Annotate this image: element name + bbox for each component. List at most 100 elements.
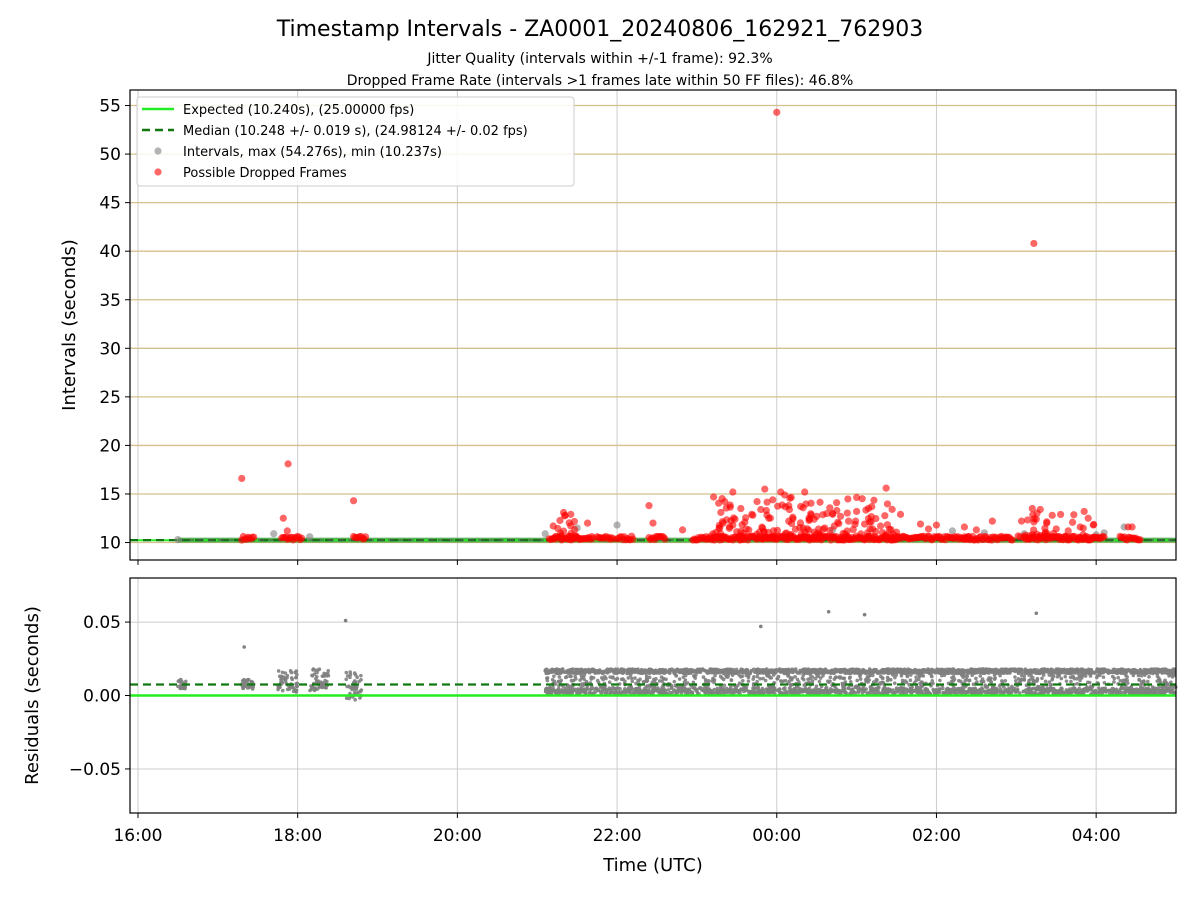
residual-point xyxy=(1110,674,1115,679)
residual-point xyxy=(954,668,959,673)
residual-point xyxy=(913,688,918,693)
residual-point xyxy=(738,691,742,695)
residual-point xyxy=(930,679,935,683)
residual-point xyxy=(885,678,890,683)
residual-point xyxy=(289,670,294,675)
residual-point xyxy=(1075,681,1079,686)
residual-point xyxy=(317,667,322,672)
residual-point xyxy=(545,676,550,680)
residual-point xyxy=(672,679,677,684)
residual-point xyxy=(348,675,352,680)
residual-point xyxy=(659,688,664,692)
dropped-frame-point xyxy=(773,108,781,116)
residual-point xyxy=(789,677,794,682)
residual-point xyxy=(1086,680,1090,685)
residual-point xyxy=(740,674,745,679)
residual-point xyxy=(853,690,858,695)
residual-point xyxy=(308,688,312,693)
residual-point xyxy=(870,691,874,695)
x-tick-label: 18:00 xyxy=(273,826,322,846)
residual-point xyxy=(1052,691,1057,695)
residual-point xyxy=(614,686,619,691)
dropped-scatter-point xyxy=(763,498,771,506)
residual-point xyxy=(914,675,918,679)
residual-point xyxy=(841,676,846,681)
residual-point xyxy=(1155,670,1160,675)
residual-point xyxy=(783,678,788,683)
residual-point xyxy=(1107,688,1112,693)
residual-point xyxy=(629,676,634,681)
residual-point xyxy=(555,670,560,675)
dropped-scatter-point xyxy=(567,510,575,518)
residual-point xyxy=(965,690,970,694)
top-y-tick-label: 35 xyxy=(99,291,121,311)
dropped-scatter-point xyxy=(787,519,796,528)
residual-point xyxy=(688,668,692,672)
residual-point xyxy=(549,669,553,673)
residual-point xyxy=(909,670,914,674)
residual-point xyxy=(722,688,726,693)
residual-point xyxy=(817,679,822,684)
residual-point xyxy=(1139,673,1144,678)
residual-point xyxy=(184,679,188,684)
residual-point xyxy=(294,675,299,680)
dropped-frame-point xyxy=(876,522,885,530)
residual-point xyxy=(977,690,981,695)
top-y-tick-label: 10 xyxy=(99,534,121,554)
residual-point xyxy=(620,671,625,676)
dropped-scatter-point xyxy=(887,532,895,540)
dropped-frame-point xyxy=(737,504,745,513)
dropped-run-point xyxy=(1100,533,1108,541)
residual-point xyxy=(951,674,956,679)
top-y-tick-label: 55 xyxy=(99,97,121,117)
residual-point xyxy=(1064,679,1069,683)
top-y-tick-label: 40 xyxy=(99,242,121,262)
residual-point xyxy=(841,686,845,691)
residual-outlier-point xyxy=(862,612,867,617)
dropped-scatter-point xyxy=(1028,534,1037,542)
residual-point xyxy=(1026,687,1031,691)
residual-point xyxy=(1069,690,1074,694)
residual-point xyxy=(1125,681,1130,685)
residual-point xyxy=(1022,669,1027,673)
dropped-frame-point xyxy=(924,525,933,533)
residual-point xyxy=(1086,687,1090,692)
dropped-scatter-point xyxy=(868,502,876,511)
residual-point xyxy=(751,677,756,681)
dropped-frame-point xyxy=(238,474,246,483)
residual-point xyxy=(351,685,355,690)
residual-point xyxy=(729,685,733,689)
residual-point xyxy=(566,670,570,675)
dropped-scatter-point xyxy=(786,494,794,502)
dropped-scatter-point xyxy=(1024,516,1032,524)
residual-point xyxy=(833,670,837,674)
dropped-scatter-point xyxy=(564,532,573,540)
residual-point xyxy=(729,678,734,682)
residual-point xyxy=(283,671,288,675)
dropped-scatter-point xyxy=(867,512,875,521)
residual-point xyxy=(903,671,908,675)
residual-point xyxy=(1048,683,1053,688)
residual-point xyxy=(1164,670,1168,675)
residual-point xyxy=(947,669,952,674)
dropped-scatter-point xyxy=(807,499,815,507)
residual-point xyxy=(293,687,297,692)
residual-point xyxy=(999,667,1004,671)
residual-point xyxy=(793,686,797,691)
residual-point xyxy=(798,671,802,675)
dropped-scatter-point xyxy=(829,532,837,541)
dropped-scatter-point xyxy=(883,500,892,508)
residual-point xyxy=(891,670,896,674)
dropped-frame-point xyxy=(549,522,557,530)
residual-point xyxy=(957,678,961,683)
bottom-y-tick-label: −0.05 xyxy=(69,760,121,780)
residual-point xyxy=(740,678,745,683)
residual-point xyxy=(547,691,552,695)
residual-point xyxy=(938,678,942,683)
residual-point xyxy=(1146,670,1150,675)
residual-point xyxy=(930,674,934,679)
residual-point xyxy=(1075,671,1080,675)
dropped-frame-point xyxy=(882,484,890,492)
residual-point xyxy=(950,687,954,692)
dropped-run-point xyxy=(1136,536,1144,544)
